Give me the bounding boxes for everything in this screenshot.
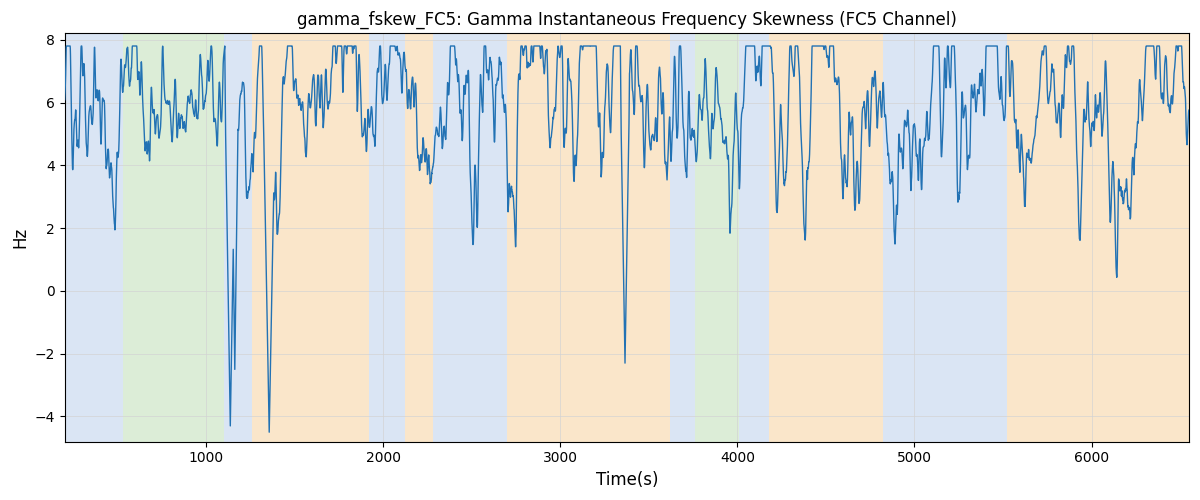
Bar (224, 34, 252, 442)
Bar (65, 34, 124, 442)
Bar (433, 34, 508, 442)
Bar (1049, 34, 1189, 442)
Bar (670, 34, 695, 442)
Bar (370, 34, 404, 442)
Bar (404, 34, 433, 442)
Bar (252, 34, 370, 442)
Bar (1007, 34, 1049, 442)
Bar (695, 34, 739, 442)
Bar (883, 34, 1007, 442)
Bar (508, 34, 670, 442)
Bar (769, 34, 883, 442)
Y-axis label: Hz: Hz (11, 227, 29, 248)
Title: gamma_fskew_FC5: Gamma Instantaneous Frequency Skewness (FC5 Channel): gamma_fskew_FC5: Gamma Instantaneous Fre… (296, 11, 956, 30)
Bar (124, 34, 224, 442)
Bar (739, 34, 769, 442)
X-axis label: Time(s): Time(s) (595, 471, 658, 489)
